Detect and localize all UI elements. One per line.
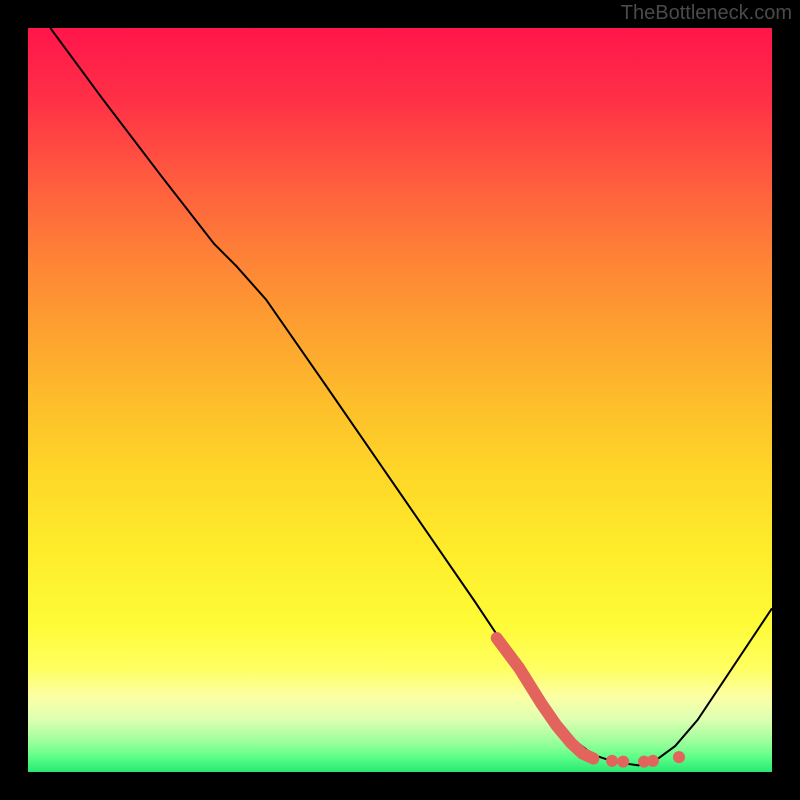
watermark-text: TheBottleneck.com xyxy=(621,2,792,25)
highlight-dot xyxy=(647,755,659,767)
highlight-dot xyxy=(673,751,685,763)
highlight-dot xyxy=(617,756,629,768)
chart-svg xyxy=(28,28,772,772)
canvas: TheBottleneck.com xyxy=(0,0,800,800)
plot-frame xyxy=(28,28,772,772)
highlight-dot xyxy=(606,755,618,767)
gradient-background xyxy=(28,28,772,772)
